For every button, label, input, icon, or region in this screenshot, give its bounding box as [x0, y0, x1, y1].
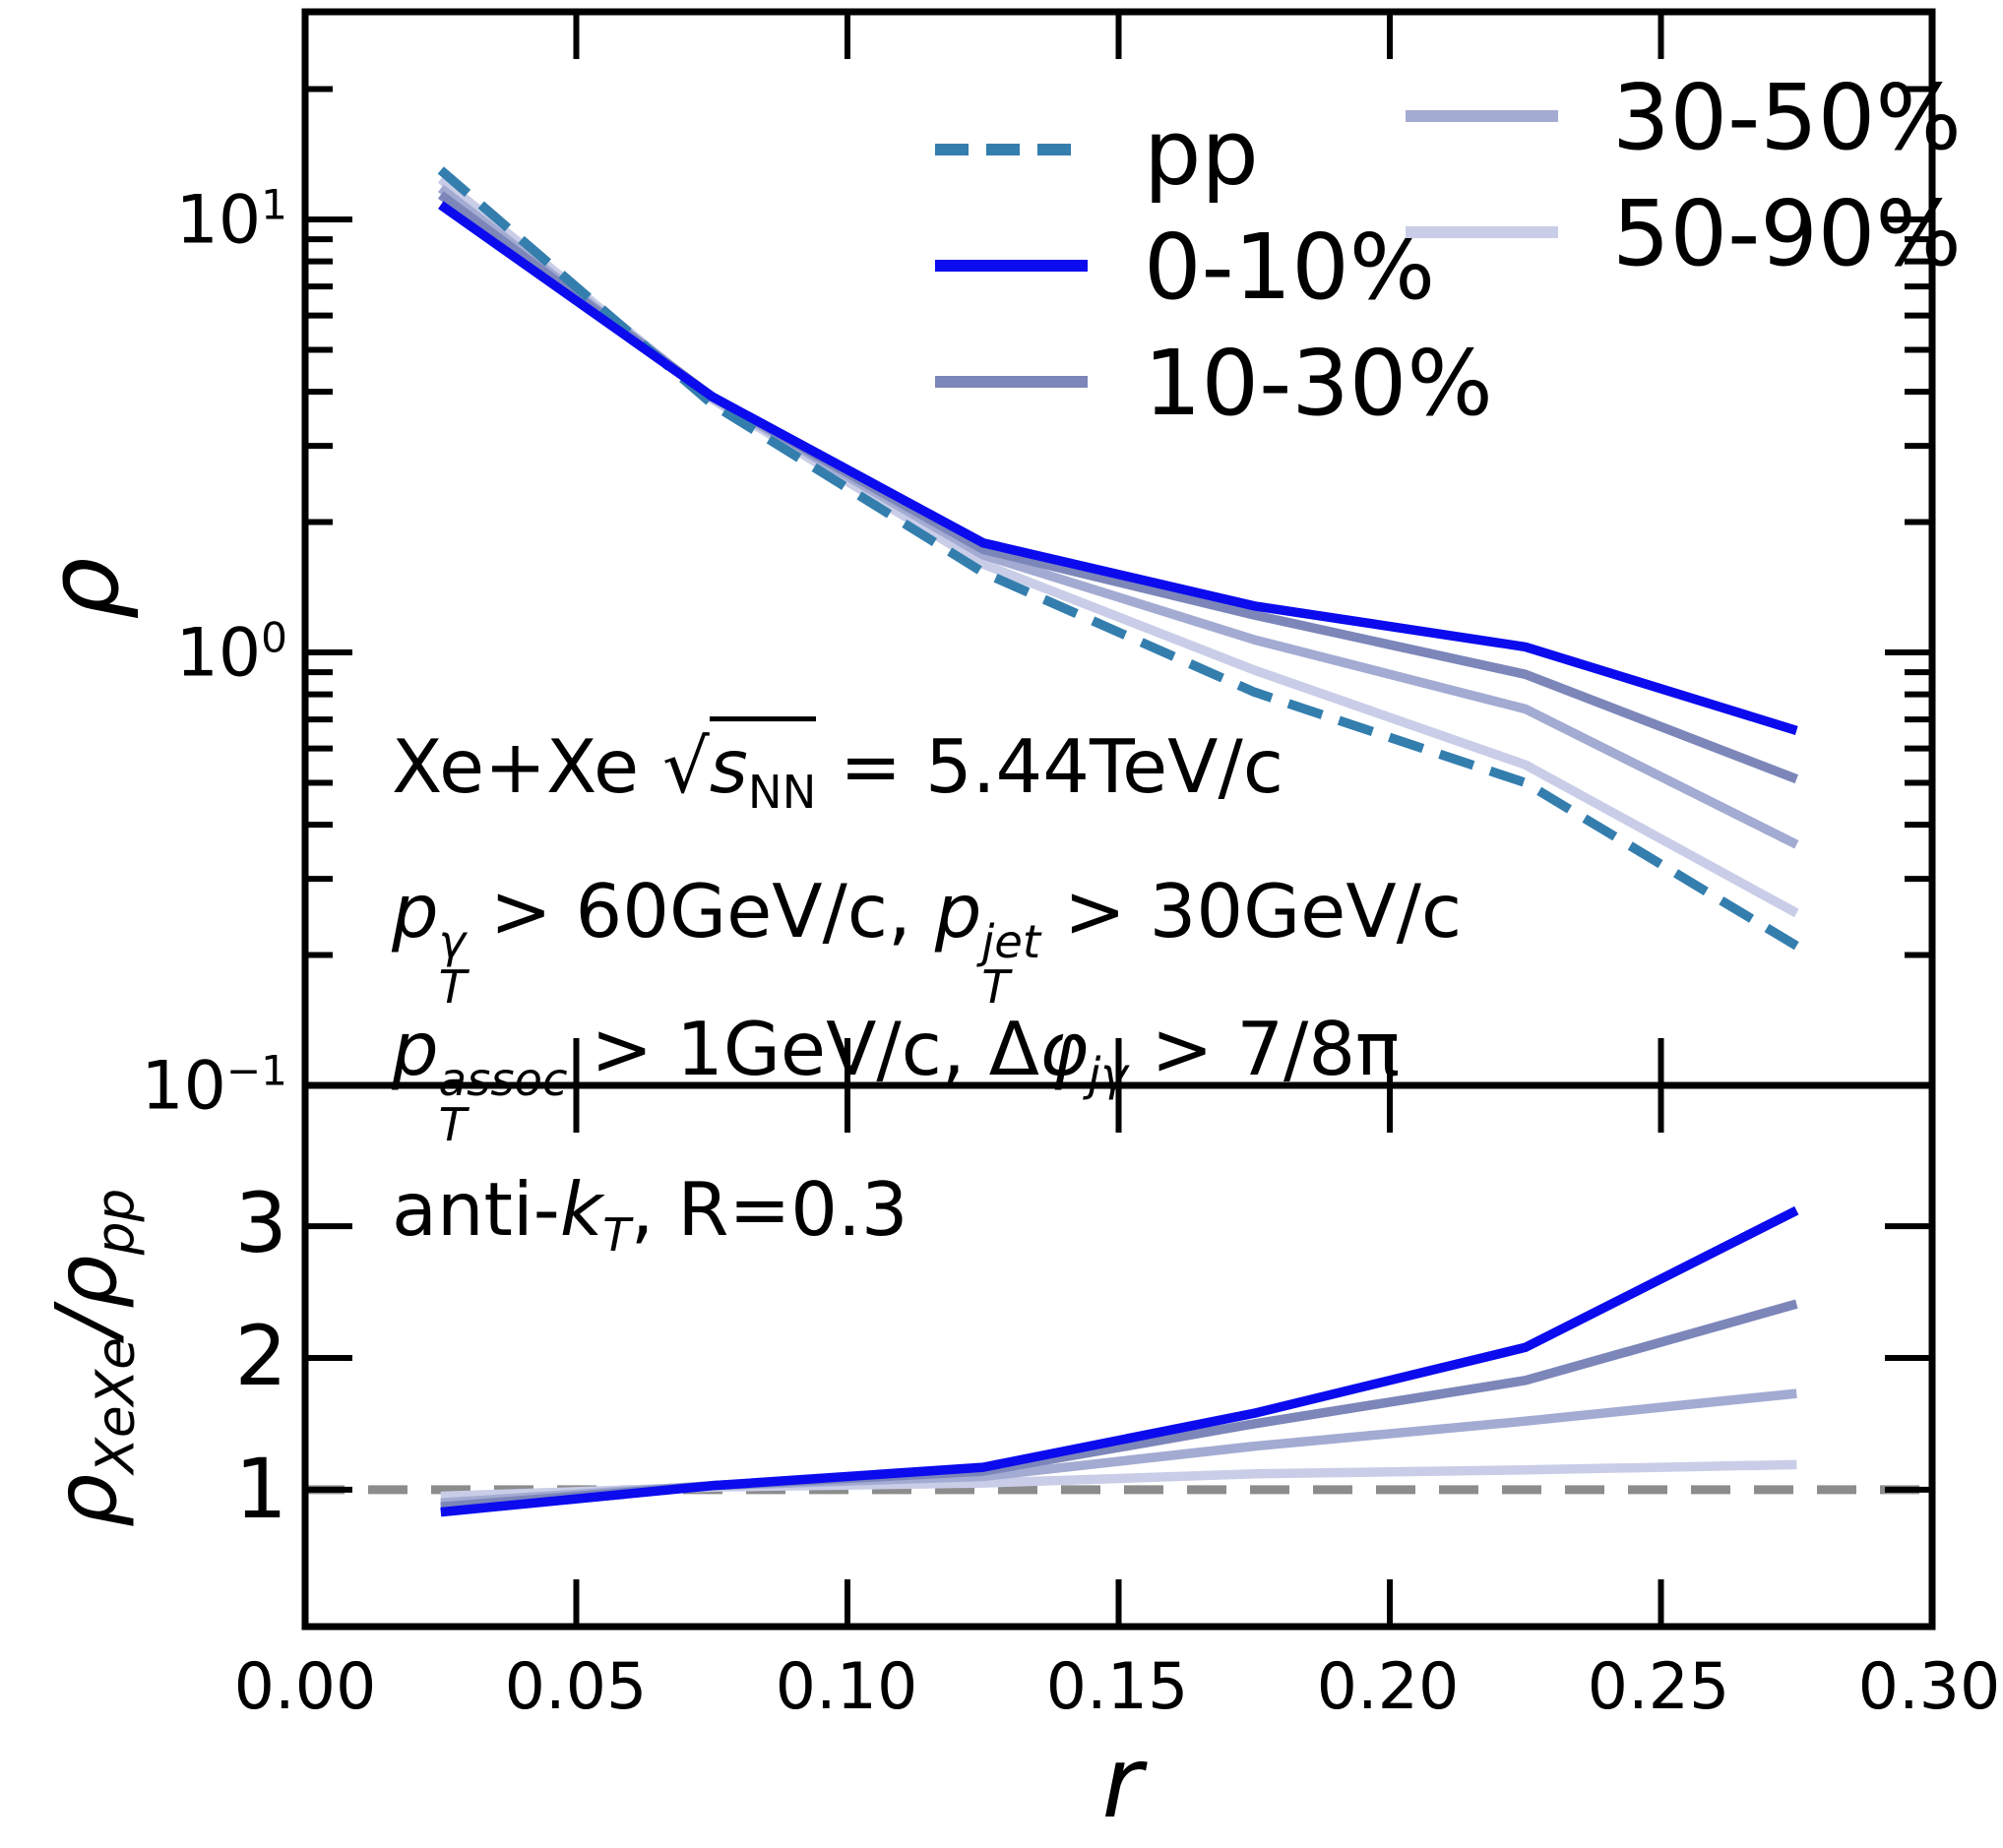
- annotation-pt-assoc-dphi: p assoc T > 1GeV/c, Δφjγ > 7/8π: [392, 1006, 1401, 1152]
- legend-sample-0-10: [935, 260, 1088, 272]
- bottom-ytick-2: 2: [234, 1308, 287, 1404]
- xtick-0.30: 0.30: [1857, 1650, 2001, 1724]
- bottom-ytick-3: 3: [234, 1175, 287, 1271]
- legend-label-50-90: 50-90%: [1612, 181, 1962, 286]
- xtick-0.20: 0.20: [1316, 1650, 1460, 1724]
- top-ylabel-rho: ρ: [26, 557, 141, 620]
- top-ytick-10e1: 101: [175, 180, 287, 260]
- top-ytick-10e-1: 10−1: [141, 1046, 287, 1126]
- top-ytick-10e0: 100: [175, 613, 287, 693]
- xtick-0.00: 0.00: [233, 1650, 377, 1724]
- legend-sample-30-50: [1406, 110, 1558, 122]
- xlabel-r: r: [1101, 1725, 1143, 1840]
- annotation-energy: Xe+Xe √sNN = 5.44TeV/c: [392, 716, 1283, 817]
- bottom-ylabel-ratio: ρXeXe/ρpp: [37, 1188, 147, 1528]
- legend-label-30-50: 30-50%: [1612, 65, 1962, 170]
- legend-sample-pp: [935, 144, 1088, 155]
- xtick-0.05: 0.05: [504, 1650, 648, 1724]
- legend-sample-10-30: [935, 376, 1088, 388]
- xtick-0.10: 0.10: [775, 1650, 918, 1724]
- bottom-ytick-1: 1: [234, 1441, 287, 1537]
- legend-sample-50-90: [1406, 226, 1558, 238]
- xtick-0.15: 0.15: [1045, 1650, 1189, 1724]
- legend-label-0-10: 0-10%: [1144, 215, 1436, 320]
- legend-label-pp: pp: [1144, 100, 1259, 206]
- annotation-antikt-R: anti-kT, R=0.3: [392, 1166, 908, 1263]
- legend-label-10-30: 10-30%: [1144, 331, 1493, 436]
- xtick-0.25: 0.25: [1587, 1650, 1730, 1724]
